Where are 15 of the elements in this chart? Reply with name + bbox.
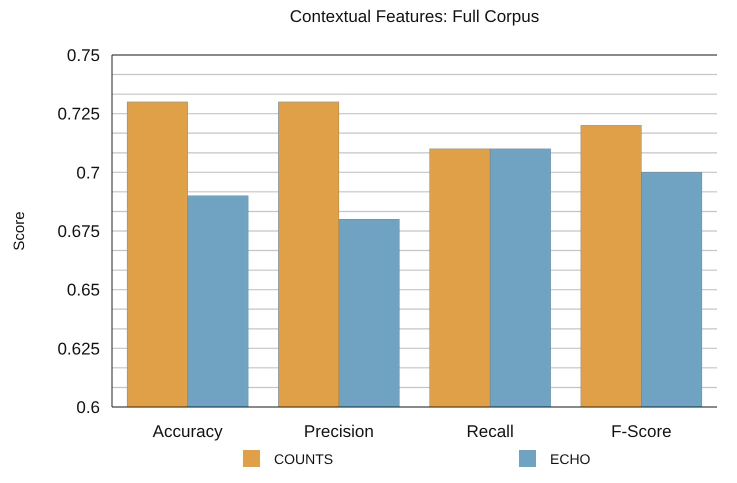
y-tick-label: 0.65: [66, 280, 100, 300]
legend-label: ECHO: [550, 450, 591, 467]
x-tick-label: Accuracy: [152, 422, 224, 441]
chart-title: Contextual Features: Full Corpus: [290, 7, 540, 26]
y-tick-label: 0.6: [76, 398, 100, 417]
y-tick-label: 0.725: [57, 104, 100, 124]
x-tick-label: Precision: [304, 422, 374, 441]
y-tick-label: 0.675: [57, 222, 100, 241]
y-tick-label: 0.75: [66, 46, 100, 65]
x-tick-label: Recall: [466, 422, 514, 441]
x-tick-label: F-Score: [611, 422, 672, 441]
legend-label: COUNTS: [274, 450, 334, 467]
y-tick-label: 0.7: [76, 163, 100, 182]
y-axis-title: Score: [11, 211, 28, 251]
y-tick-label: 0.625: [57, 339, 100, 358]
